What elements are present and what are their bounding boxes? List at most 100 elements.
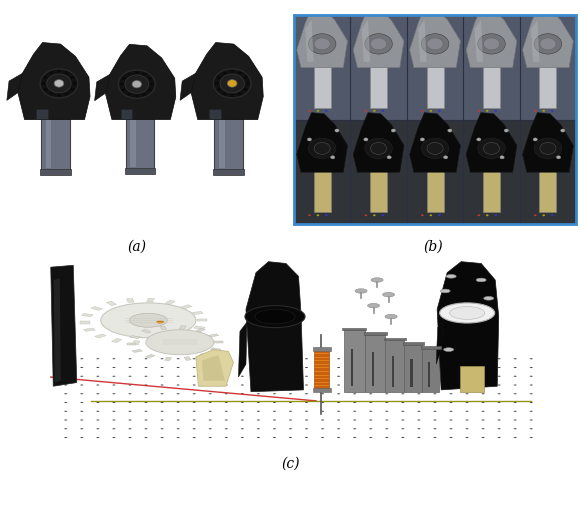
Circle shape <box>257 402 260 403</box>
Circle shape <box>385 437 388 438</box>
Circle shape <box>446 275 456 278</box>
Circle shape <box>337 420 340 421</box>
Circle shape <box>193 411 196 412</box>
Circle shape <box>391 129 396 132</box>
Circle shape <box>417 420 420 421</box>
Circle shape <box>241 358 244 359</box>
Polygon shape <box>191 42 263 120</box>
Circle shape <box>385 384 388 385</box>
Circle shape <box>129 420 132 421</box>
Circle shape <box>176 376 180 377</box>
Circle shape <box>193 437 196 438</box>
Bar <box>41 106 70 171</box>
Circle shape <box>514 420 517 421</box>
Circle shape <box>64 367 68 368</box>
Circle shape <box>257 367 260 368</box>
Bar <box>41 106 70 171</box>
Bar <box>180 305 192 309</box>
Circle shape <box>514 358 517 359</box>
Circle shape <box>64 437 68 438</box>
Circle shape <box>176 437 180 438</box>
Circle shape <box>402 420 404 421</box>
Polygon shape <box>353 8 404 68</box>
Circle shape <box>132 80 141 88</box>
Bar <box>126 106 154 170</box>
Circle shape <box>193 358 196 359</box>
Circle shape <box>402 402 404 403</box>
Bar <box>364 332 386 335</box>
Circle shape <box>530 420 533 421</box>
Circle shape <box>112 367 115 368</box>
Circle shape <box>217 88 221 91</box>
Bar <box>422 349 439 392</box>
Circle shape <box>500 156 504 159</box>
Circle shape <box>449 437 452 438</box>
Circle shape <box>209 393 212 394</box>
Circle shape <box>97 367 100 368</box>
Circle shape <box>421 34 449 54</box>
Bar <box>112 338 122 343</box>
Circle shape <box>364 214 367 216</box>
Circle shape <box>64 402 68 403</box>
Circle shape <box>478 34 505 54</box>
Bar <box>126 106 154 170</box>
Circle shape <box>530 367 533 368</box>
Circle shape <box>402 367 404 368</box>
Bar <box>191 311 203 315</box>
Circle shape <box>97 384 100 385</box>
Circle shape <box>225 367 228 368</box>
Circle shape <box>477 110 480 112</box>
Circle shape <box>97 411 100 412</box>
Circle shape <box>514 376 517 377</box>
Circle shape <box>144 393 147 394</box>
Circle shape <box>273 420 276 421</box>
Circle shape <box>193 376 196 377</box>
Polygon shape <box>410 8 460 68</box>
Circle shape <box>438 110 441 112</box>
Circle shape <box>369 411 372 412</box>
Circle shape <box>421 138 449 158</box>
Circle shape <box>273 393 276 394</box>
Circle shape <box>466 358 469 359</box>
Circle shape <box>371 142 386 154</box>
Circle shape <box>417 402 420 403</box>
Circle shape <box>101 303 196 337</box>
Circle shape <box>57 70 61 73</box>
Circle shape <box>80 367 83 368</box>
Circle shape <box>533 138 537 141</box>
Circle shape <box>308 34 336 54</box>
Circle shape <box>498 428 501 429</box>
Bar <box>314 349 329 390</box>
Circle shape <box>129 313 168 327</box>
Bar <box>141 329 151 333</box>
Circle shape <box>176 384 180 385</box>
Bar <box>80 321 90 324</box>
Bar <box>107 301 116 305</box>
Circle shape <box>402 411 404 412</box>
Circle shape <box>321 384 324 385</box>
Bar <box>81 313 93 317</box>
Circle shape <box>80 376 83 377</box>
Circle shape <box>289 411 292 412</box>
Circle shape <box>434 384 436 385</box>
Circle shape <box>47 74 71 93</box>
Bar <box>540 165 556 212</box>
Circle shape <box>321 367 324 368</box>
Circle shape <box>466 376 469 377</box>
Bar <box>120 109 133 119</box>
Bar <box>421 346 441 349</box>
Circle shape <box>209 420 212 421</box>
Text: (a): (a) <box>127 240 146 254</box>
Circle shape <box>466 402 469 403</box>
Polygon shape <box>7 73 22 101</box>
Circle shape <box>481 393 485 394</box>
Polygon shape <box>196 350 233 386</box>
Circle shape <box>289 393 292 394</box>
Circle shape <box>417 358 420 359</box>
Circle shape <box>321 393 324 394</box>
Circle shape <box>241 411 244 412</box>
Circle shape <box>449 384 452 385</box>
Circle shape <box>353 384 356 385</box>
Circle shape <box>551 214 553 216</box>
Circle shape <box>230 94 234 97</box>
